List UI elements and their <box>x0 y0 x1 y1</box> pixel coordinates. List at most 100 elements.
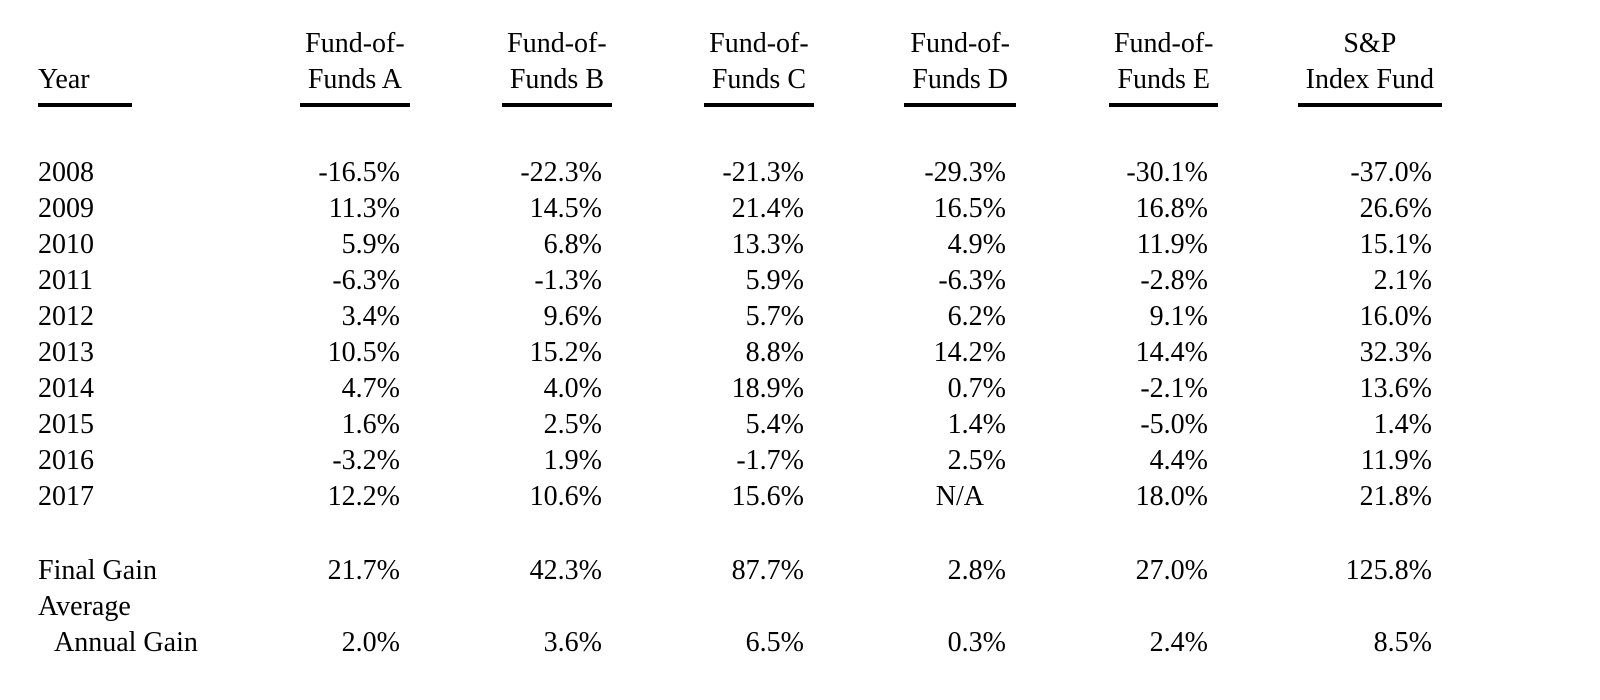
column-header-fund_a: Fund-of- Funds A <box>299 26 410 107</box>
column-header-line1: Fund-of- <box>507 28 607 59</box>
summary-label: Annual Gain <box>54 627 198 658</box>
value-cell: -29.3% <box>924 157 1006 188</box>
value-cell: 3.6% <box>543 627 602 658</box>
value-cell <box>1208 589 1432 625</box>
year-label: 2012 <box>38 301 94 332</box>
value-cell: 4.7% <box>341 373 400 404</box>
year-label: 2010 <box>38 229 94 260</box>
value-cell: -30.1% <box>1126 157 1208 188</box>
summary-label: Final Gain <box>38 555 157 586</box>
value-cell: 21.7% <box>327 555 400 586</box>
value-cell: 15.2% <box>529 337 602 368</box>
year-label: 2017 <box>38 481 94 512</box>
value-cell: 2.5% <box>543 409 602 440</box>
value-cell: 16.5% <box>933 193 1006 224</box>
value-cell: 15.1% <box>1359 229 1432 260</box>
value-cell: 2.0% <box>341 627 400 658</box>
header-cell-sp: S&P Index Fund <box>1208 26 1442 107</box>
value-cell: 5.9% <box>745 265 804 296</box>
value-cell: -5.0% <box>1140 409 1208 440</box>
value-cell: 21.8% <box>1359 481 1432 512</box>
value-cell: 87.7% <box>731 555 804 586</box>
spacer-cell <box>38 515 1432 553</box>
value-cell: 4.9% <box>947 229 1006 260</box>
value-cell: 6.2% <box>947 301 1006 332</box>
value-cell: 2.4% <box>1149 627 1208 658</box>
year-label: 2016 <box>38 445 94 476</box>
value-cell: 3.4% <box>341 301 400 332</box>
header-cell-fund_a: Fund-of- Funds A <box>198 26 410 107</box>
table-row-year-2012: 2012 3.4% 9.6% 5.7% 6.2% 9.1% 16.0% <box>38 299 1432 335</box>
value-cell: -21.3% <box>722 157 804 188</box>
value-cell: 18.9% <box>731 373 804 404</box>
value-cell: 10.5% <box>327 337 400 368</box>
table-row-year-2009: 2009 11.3% 14.5% 21.4% 16.5% 16.8% 26.6% <box>38 191 1432 227</box>
table-row-year-2008: 2008 -16.5% -22.3% -21.3% -29.3% -30.1% -37.0% <box>38 155 1432 191</box>
year-label: 2015 <box>38 409 94 440</box>
value-cell: 5.4% <box>745 409 804 440</box>
value-cell: 2.5% <box>947 445 1006 476</box>
column-header-fund_e: Fund-of- Funds E <box>1109 26 1218 107</box>
value-cell: 11.9% <box>1136 229 1208 260</box>
column-header-fund_d: Fund-of- Funds D <box>904 26 1016 107</box>
value-cell <box>400 589 602 625</box>
table-row-year-2014: 2014 4.7% 4.0% 18.9% 0.7% -2.1% 13.6% <box>38 371 1432 407</box>
value-cell: -2.8% <box>1140 265 1208 296</box>
column-header-line2: Index Fund <box>1297 62 1442 107</box>
value-cell: -2.1% <box>1140 373 1208 404</box>
value-cell: -1.3% <box>534 265 602 296</box>
column-header-line1: S&P <box>1343 28 1397 59</box>
column-header-line2: Funds E <box>1109 62 1218 107</box>
value-cell: 1.9% <box>543 445 602 476</box>
column-header-line2: Funds B <box>501 62 612 107</box>
value-cell: -6.3% <box>938 265 1006 296</box>
column-header-line1: Fund-of- <box>910 28 1010 59</box>
year-column-header: Year <box>38 62 132 107</box>
value-cell: 14.4% <box>1135 337 1208 368</box>
year-label: 2013 <box>38 337 94 368</box>
year-label: 2011 <box>38 265 93 296</box>
value-cell <box>198 589 400 625</box>
column-header-fund_b: Fund-of- Funds B <box>501 26 612 107</box>
table-row-year-2015: 2015 1.6% 2.5% 5.4% 1.4% -5.0% 1.4% <box>38 407 1432 443</box>
value-cell: 16.8% <box>1135 193 1208 224</box>
column-header-sp: S&P Index Fund <box>1297 26 1442 107</box>
value-cell: 9.1% <box>1149 301 1208 332</box>
value-cell: 6.8% <box>543 229 602 260</box>
value-cell: 1.4% <box>1373 409 1432 440</box>
value-cell: 13.3% <box>731 229 804 260</box>
value-cell <box>602 589 804 625</box>
value-cell: 14.2% <box>933 337 1006 368</box>
value-cell: -6.3% <box>332 265 400 296</box>
value-cell: 2.1% <box>1373 265 1432 296</box>
table-header: Year Fund-of- Funds A Fund-of- Funds B Fund-o… <box>38 26 1442 107</box>
column-header-line1: Fund-of- <box>1113 28 1214 59</box>
table-row-year-2010: 2010 5.9% 6.8% 13.3% 4.9% 11.9% 15.1% <box>38 227 1432 263</box>
column-header-line2: Funds C <box>703 62 814 107</box>
column-header-fund_c: Fund-of- Funds C <box>703 26 814 107</box>
value-cell: 0.7% <box>947 373 1006 404</box>
value-cell: 1.6% <box>341 409 400 440</box>
value-cell: 11.3% <box>328 193 400 224</box>
value-cell: 5.7% <box>745 301 804 332</box>
header-cell-fund_e: Fund-of- Funds E <box>1006 26 1218 107</box>
value-cell: 14.5% <box>529 193 602 224</box>
value-cell: 2.8% <box>947 555 1006 586</box>
table-row-year-2011: 2011 -6.3% -1.3% 5.9% -6.3% -2.8% 2.1% <box>38 263 1432 299</box>
value-cell <box>804 589 1006 625</box>
value-cell: 16.0% <box>1359 301 1432 332</box>
spacer-row <box>38 515 1432 553</box>
value-cell: 4.4% <box>1149 445 1208 476</box>
value-cell: 32.3% <box>1359 337 1432 368</box>
spacer-row <box>38 107 1432 155</box>
value-cell: 8.5% <box>1373 627 1432 658</box>
table-row-summary: Average <box>38 589 1432 625</box>
value-cell: 42.3% <box>529 555 602 586</box>
value-cell: -3.2% <box>332 445 400 476</box>
header-cell-fund_b: Fund-of- Funds B <box>400 26 612 107</box>
table-body: 2008 -16.5% -22.3% -21.3% -29.3% -30.1% -37.0%… <box>38 107 1432 661</box>
value-cell: 4.0% <box>543 373 602 404</box>
table-row-summary: Final Gain 21.7% 42.3% 87.7% 2.8% 27.0% 125.8% <box>38 553 1432 589</box>
value-cell: 8.8% <box>745 337 804 368</box>
